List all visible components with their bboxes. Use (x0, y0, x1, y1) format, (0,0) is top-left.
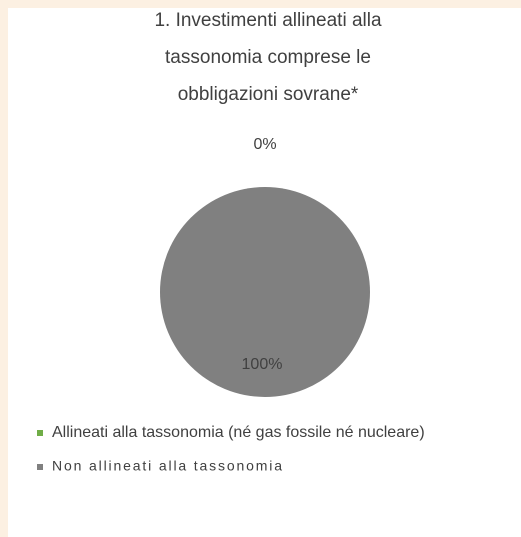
legend-swatch (37, 430, 43, 436)
pie-slice (160, 187, 370, 397)
legend-label: Allineati alla tassonomia (né gas fossil… (52, 424, 425, 441)
data-label: 0% (253, 136, 276, 153)
data-label: 100% (242, 356, 283, 373)
chart-title: 1. Investimenti allineati alla tassonomi… (154, 10, 382, 105)
legend-swatch (37, 464, 43, 470)
legend-label: Non allineati alla tassonomia (52, 458, 282, 474)
